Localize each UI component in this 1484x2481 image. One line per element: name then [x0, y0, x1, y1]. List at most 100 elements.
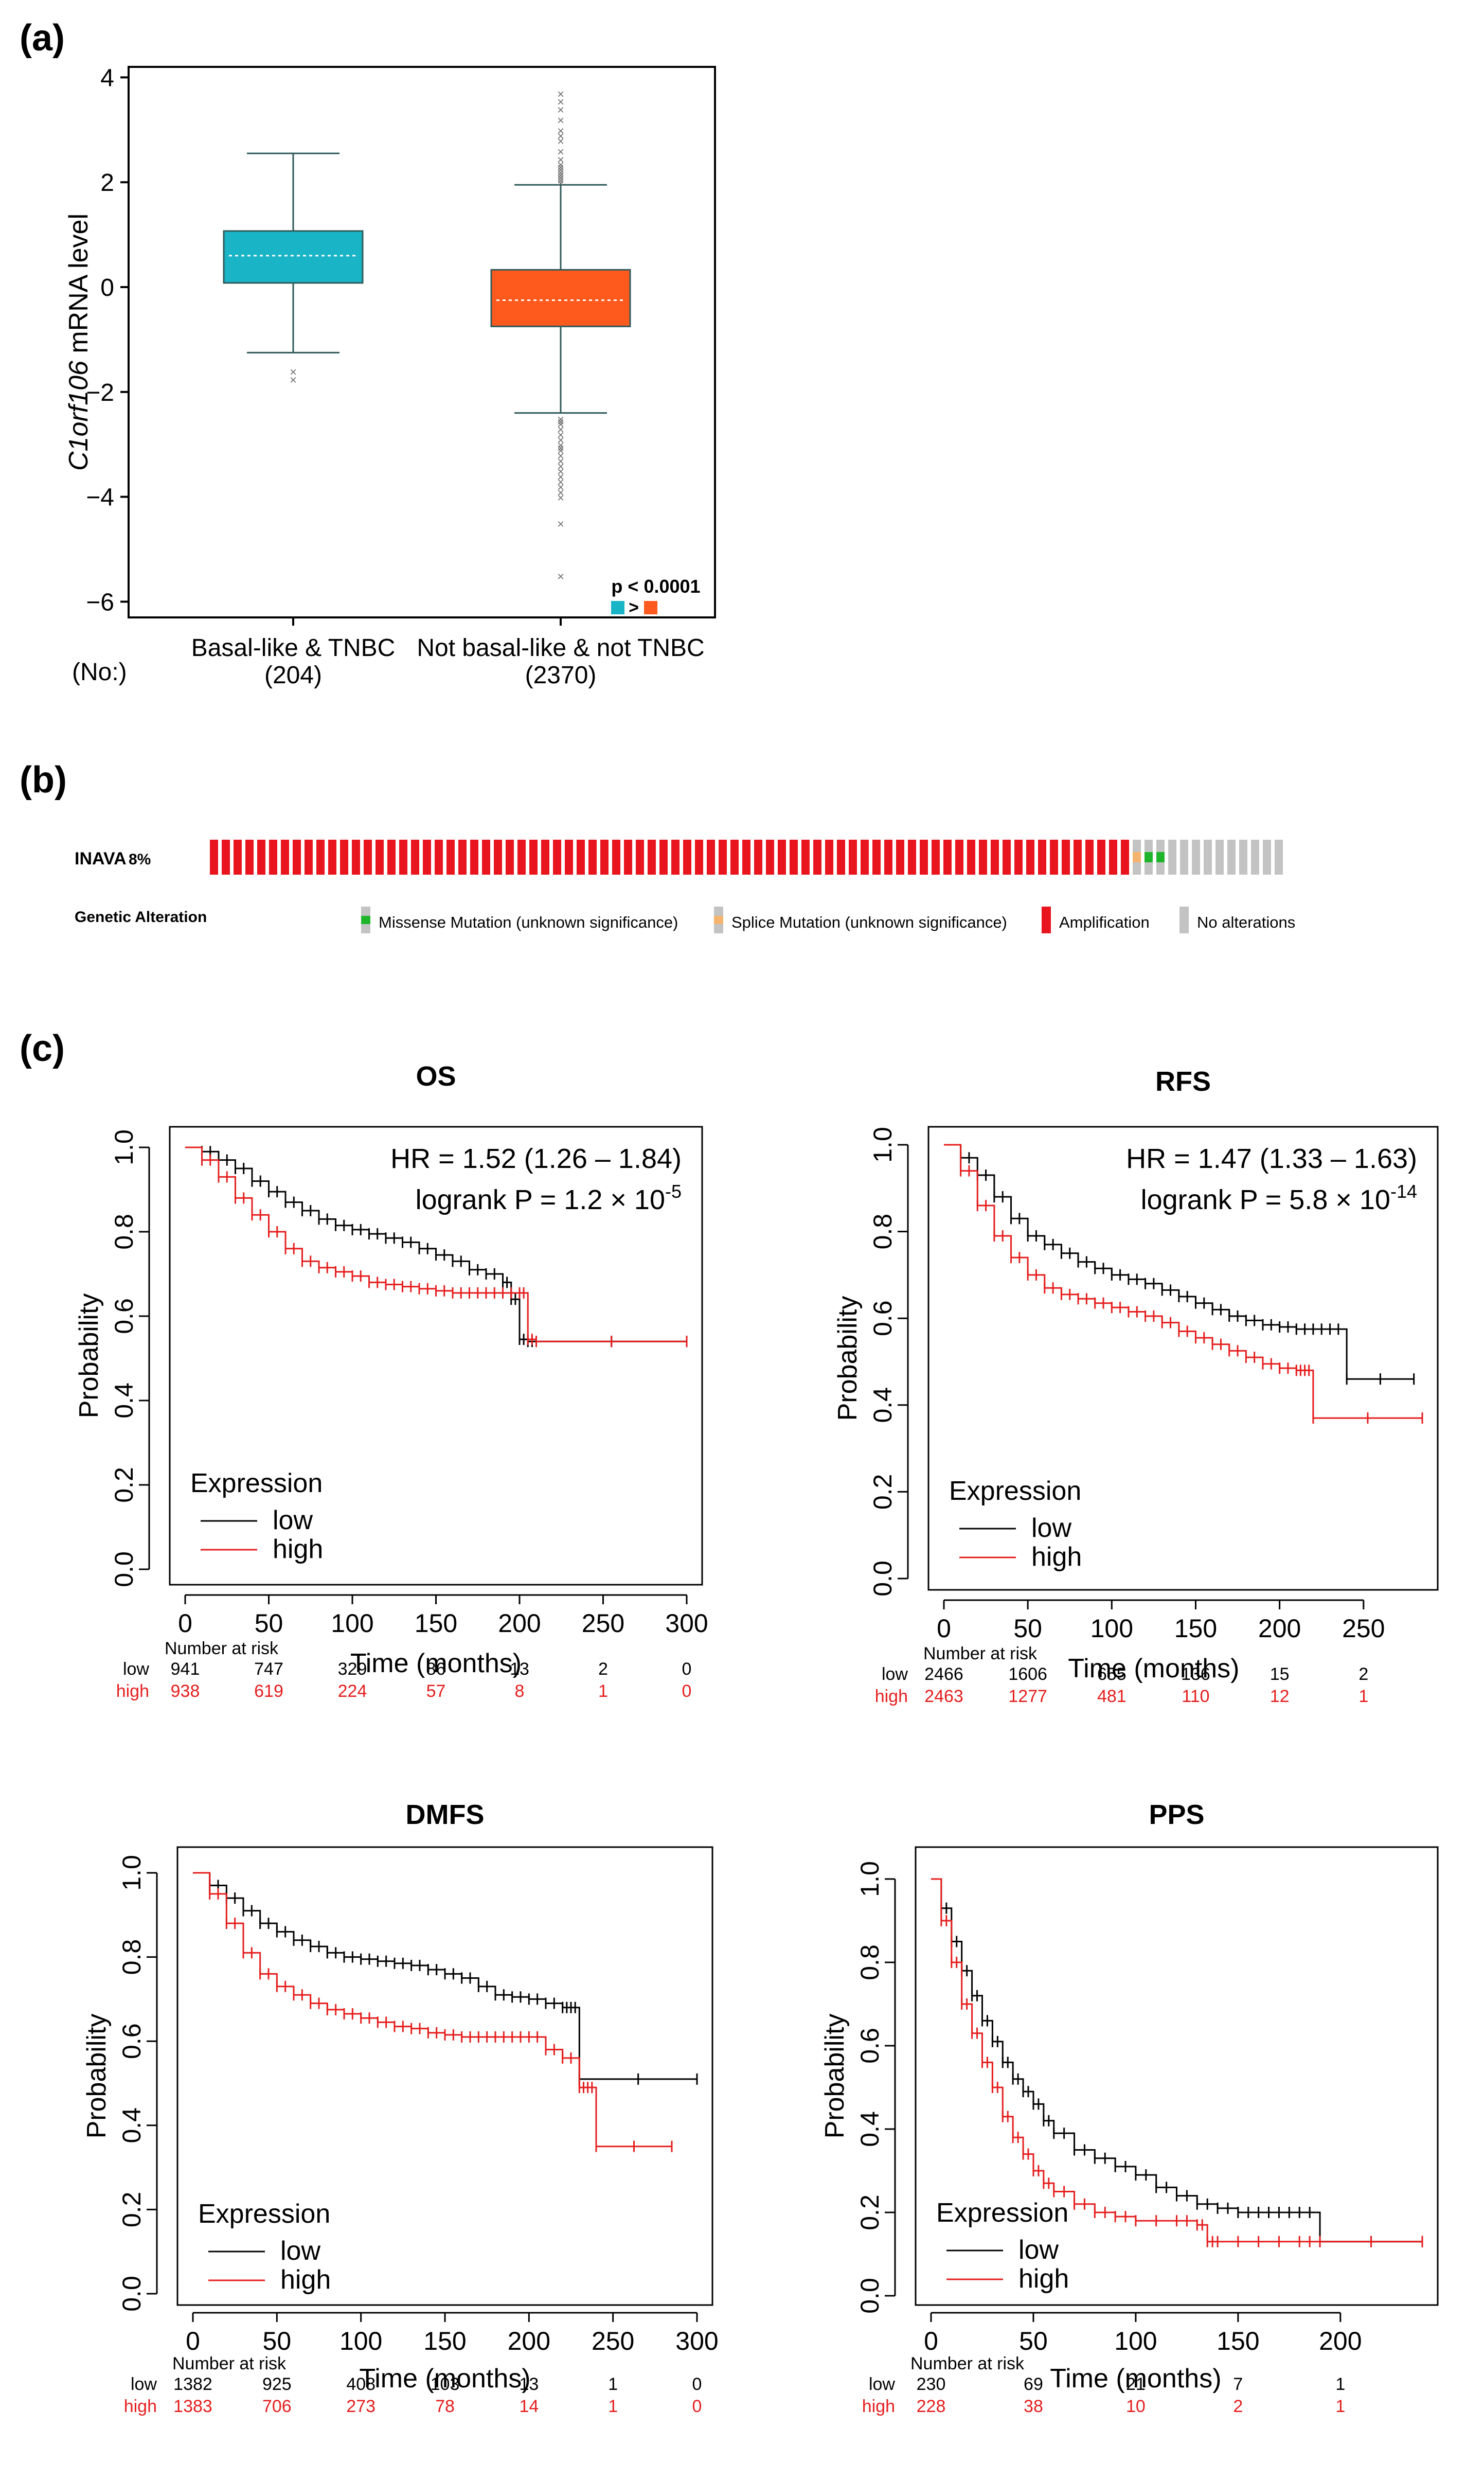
risk-label-low: low — [869, 2374, 895, 2394]
amplification-bar — [257, 840, 265, 875]
x-tick-label: 50 — [263, 2327, 292, 2355]
amplification-bar — [364, 840, 372, 875]
amplification-bar — [588, 840, 597, 875]
outlier-point: × — [557, 124, 564, 138]
x-axis-label: Time (months) — [1050, 2364, 1221, 2394]
outlier-point: × — [557, 428, 564, 442]
amplification-bar — [328, 840, 336, 875]
box-y-axis-label: C1orf106 mRNA level — [64, 214, 94, 471]
legend-title: Expression — [949, 1476, 1081, 1506]
y-tick-label: 0.2 — [855, 2194, 884, 2230]
amplification-bar — [435, 840, 443, 875]
amplification-bar — [671, 840, 680, 875]
legend-label-low: low — [273, 1505, 313, 1535]
outlier-point: × — [557, 415, 564, 429]
risk-label-high: high — [875, 1687, 908, 1706]
x-tick-label: 0 — [937, 1614, 951, 1643]
outlier-point: × — [557, 145, 564, 159]
amplification-bar — [872, 840, 881, 875]
amplification-bar — [648, 840, 656, 875]
risk-table-title: Number at risk — [910, 2354, 1025, 2373]
risk-count-high: 1277 — [1008, 1687, 1047, 1706]
no-alteration-bar — [1251, 840, 1259, 875]
outlier-point: × — [557, 135, 564, 149]
amplification-bar — [387, 840, 396, 875]
amplification-bar — [943, 840, 952, 875]
y-tick-label: 0.0 — [110, 1551, 138, 1587]
amplification-bar — [955, 840, 963, 875]
outlier-point: × — [557, 423, 564, 437]
amplification-bar — [695, 840, 703, 875]
amplification-bar — [411, 840, 419, 875]
risk-table-title: Number at risk — [172, 2354, 287, 2373]
y-axis-label: Probability — [74, 1293, 104, 1419]
logrank-prefix: logrank P = 5.8 × 10 — [1141, 1184, 1390, 1215]
group-count: (2370) — [525, 662, 597, 689]
x-tick-label: 250 — [1342, 1614, 1385, 1643]
amplification-bar — [600, 840, 609, 875]
amplification-bar — [825, 840, 833, 875]
x-tick-label: 150 — [1217, 2327, 1259, 2355]
y-tick-label: 0.2 — [117, 2192, 146, 2228]
no-alteration-bar — [1275, 840, 1283, 875]
outlier-point: × — [557, 171, 564, 185]
gene-percent: 8% — [129, 851, 151, 868]
risk-count-high: 0 — [682, 1681, 692, 1701]
outlier-point: × — [557, 486, 564, 500]
amplification-bar — [790, 840, 798, 875]
km-plot-rfs: RFS 0.0 0.2 0.4 0.6 0.8 1.0 Probability 0 50 100 15… — [833, 1066, 1439, 1706]
y-tick-label: 0.4 — [855, 2111, 884, 2147]
x-tick-label: 100 — [1114, 2327, 1157, 2355]
amplification-bar — [1121, 840, 1129, 875]
outlier-point: × — [557, 518, 564, 531]
amplification-bar — [269, 840, 277, 875]
outlier-point: × — [557, 570, 564, 583]
risk-count-high: 706 — [262, 2397, 292, 2416]
p-value-label: p < 0.0001 — [611, 576, 700, 597]
risk-count-high: 8 — [515, 1681, 525, 1701]
plot-title: PPS — [1149, 1799, 1204, 1830]
risk-count-high: 2 — [1233, 2397, 1243, 2416]
risk-count-low: 1 — [1335, 2374, 1345, 2394]
risk-count-high: 1383 — [173, 2397, 212, 2416]
risk-count-low: 747 — [254, 1659, 283, 1679]
amplification-bar — [766, 840, 774, 875]
risk-label-high: high — [116, 1681, 149, 1701]
y-tick-label: 1.0 — [117, 1855, 146, 1891]
risk-label-low: low — [123, 1659, 149, 1679]
outlier-point: × — [557, 413, 564, 427]
legend-title: Expression — [190, 1468, 323, 1498]
amplification-bar — [991, 840, 999, 875]
legend-title-genetic-alteration: Genetic Alteration — [75, 909, 207, 926]
y-tick-label: −2 — [86, 379, 114, 406]
x-tick-label: 200 — [1319, 2327, 1362, 2355]
survival-curve-low — [944, 1144, 1414, 1380]
risk-count-high: 110 — [1182, 1687, 1209, 1706]
y-tick-label: 0.6 — [110, 1298, 138, 1334]
amplification-bar — [659, 840, 668, 875]
no-alteration-bar — [1263, 840, 1271, 875]
x-axis-label: Time (months) — [350, 1649, 522, 1678]
amplification-bar — [742, 840, 750, 875]
risk-count-low: 329 — [338, 1659, 367, 1679]
y-tick-label: −4 — [86, 484, 114, 511]
outlier-point: × — [557, 444, 564, 458]
risk-count-high: 273 — [346, 2397, 376, 2416]
amplification-bar — [1085, 840, 1094, 875]
hazard-ratio: HR = 1.47 (1.33 – 1.63) — [1126, 1143, 1417, 1174]
y-tick-label: 0.4 — [110, 1383, 138, 1419]
amplification-bar — [967, 840, 975, 875]
legend-swatch-basal — [611, 601, 624, 614]
outlier-point: × — [557, 434, 564, 448]
y-tick-label: 0.2 — [110, 1467, 138, 1503]
amplification-bar — [920, 840, 928, 875]
outlier-point: × — [557, 418, 564, 432]
outlier-point: × — [557, 176, 564, 190]
risk-count-high: 38 — [1024, 2397, 1043, 2416]
outlier-point: × — [557, 158, 564, 172]
risk-count-high: 1 — [1358, 1687, 1368, 1706]
amplification-bar — [565, 840, 573, 875]
amplification-bar — [482, 840, 490, 875]
amplification-bar — [293, 840, 301, 875]
amplification-bar — [470, 840, 478, 875]
